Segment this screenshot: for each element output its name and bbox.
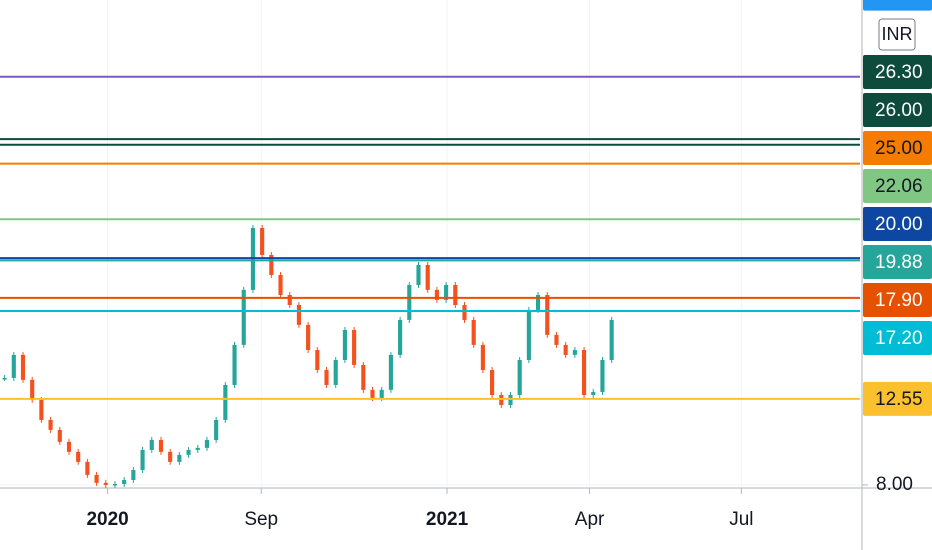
- candle: [581, 349, 587, 395]
- candle: [11, 354, 16, 378]
- level-label: 26.30: [875, 62, 923, 83]
- level-badge: [863, 93, 932, 127]
- candle: [416, 264, 421, 285]
- candle: [370, 389, 375, 398]
- candle: [158, 439, 164, 452]
- x-tick-label: 2021: [426, 509, 469, 530]
- candle: [361, 364, 366, 390]
- level-label: 26.00: [875, 100, 923, 121]
- candle: [76, 451, 81, 462]
- x-tick-label: Jul: [729, 509, 753, 530]
- candle: [20, 354, 26, 380]
- candle: [398, 319, 403, 355]
- candle: [342, 329, 347, 361]
- currency-badge: [878, 18, 916, 51]
- candle: [480, 344, 485, 371]
- candle: [453, 284, 458, 306]
- candle: [57, 429, 62, 442]
- candle: [103, 482, 108, 485]
- candle: [352, 329, 357, 365]
- x-tick-label: Apr: [575, 509, 605, 530]
- candle: [333, 360, 338, 385]
- candle: [149, 439, 154, 450]
- candle: [131, 469, 136, 481]
- candle: [223, 384, 228, 420]
- level-label: 12.55: [875, 389, 923, 410]
- candle: [296, 305, 301, 325]
- candle: [94, 474, 99, 483]
- candle: [554, 334, 559, 345]
- candle: [545, 294, 550, 335]
- level-label: 34.00: [875, 0, 923, 5]
- axis: 2020 Sep 2021 Apr Jul 8.00 34.00 26.30 26.00 25.0…: [86, 0, 932, 530]
- candle: [48, 419, 53, 430]
- level-label: 22.06: [875, 176, 923, 197]
- candle: [195, 447, 200, 450]
- candle: [444, 284, 449, 300]
- candle: [536, 294, 541, 310]
- candle: [204, 439, 210, 448]
- level-badge: [863, 207, 932, 241]
- candle: [609, 319, 614, 361]
- candle: [278, 274, 283, 295]
- candle: [490, 370, 495, 395]
- x-tick-label: Sep: [244, 509, 278, 530]
- level-badge: [863, 321, 932, 355]
- candle: [232, 344, 237, 385]
- candle: [306, 324, 311, 350]
- candle: [214, 419, 219, 440]
- candle: [324, 370, 329, 385]
- level-badge: [863, 381, 932, 416]
- y-tick-label: 8.00: [876, 474, 913, 495]
- candle: [600, 360, 605, 392]
- candle: [2, 377, 7, 380]
- candle: [241, 289, 246, 345]
- level-badge: [863, 0, 932, 11]
- candle: [30, 379, 35, 400]
- candle: [471, 319, 476, 345]
- level-badge: [863, 169, 932, 203]
- candle: [434, 289, 439, 300]
- candle: [572, 349, 577, 355]
- candle: [112, 483, 118, 486]
- currency-label: INR: [882, 24, 913, 44]
- level-label: 25.00: [875, 138, 923, 159]
- candle: [508, 394, 513, 405]
- candle: [66, 441, 72, 452]
- level-badge: [863, 131, 932, 165]
- candle: [122, 480, 127, 484]
- candle: [186, 449, 191, 455]
- candle: [591, 391, 596, 395]
- level-badge: [863, 283, 932, 317]
- level-badge: [863, 55, 932, 89]
- level-label: 17.20: [875, 328, 923, 349]
- level-badge: [863, 245, 932, 279]
- candle: [517, 360, 522, 395]
- candle: [269, 254, 274, 275]
- candle: [379, 389, 384, 398]
- candle: [526, 309, 531, 361]
- candle: [425, 264, 430, 290]
- candle: [499, 394, 504, 405]
- candle: [287, 294, 292, 306]
- candle: [85, 461, 90, 475]
- candle: [260, 227, 265, 255]
- candle: [388, 354, 393, 390]
- x-tick-label: 2020: [86, 509, 128, 530]
- plot: [0, 0, 860, 488]
- candle: [315, 349, 320, 371]
- candle: [563, 344, 568, 355]
- level-label: 17.90: [875, 290, 923, 311]
- candle: [462, 305, 467, 320]
- candle: [39, 399, 44, 420]
- candle: [140, 449, 145, 470]
- level-label: 19.88: [875, 252, 923, 273]
- candle: [168, 451, 173, 462]
- candle: [177, 454, 182, 462]
- level-label: 20.00: [875, 214, 923, 235]
- candle: [407, 284, 412, 320]
